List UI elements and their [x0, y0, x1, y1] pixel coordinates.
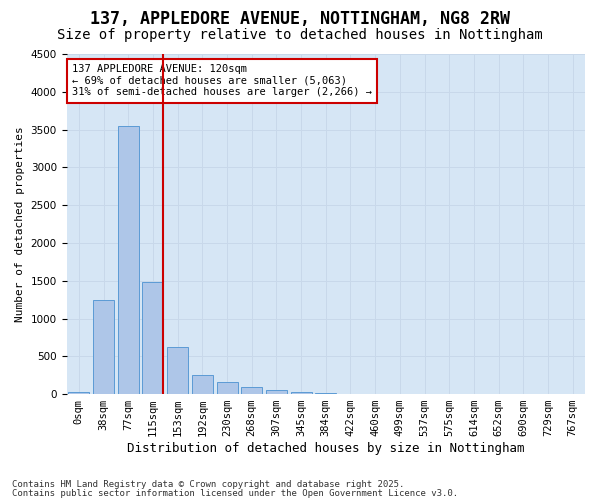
Text: 137 APPLEDORE AVENUE: 120sqm
← 69% of detached houses are smaller (5,063)
31% of: 137 APPLEDORE AVENUE: 120sqm ← 69% of de… [72, 64, 372, 98]
Bar [290, 392, 311, 394]
Bar [68, 392, 89, 394]
Bar [167, 347, 188, 394]
Bar [142, 282, 163, 394]
Bar [118, 126, 139, 394]
Bar [266, 390, 287, 394]
X-axis label: Distribution of detached houses by size in Nottingham: Distribution of detached houses by size … [127, 442, 524, 455]
Bar [315, 393, 336, 394]
Text: Size of property relative to detached houses in Nottingham: Size of property relative to detached ho… [57, 28, 543, 42]
Text: 137, APPLEDORE AVENUE, NOTTINGHAM, NG8 2RW: 137, APPLEDORE AVENUE, NOTTINGHAM, NG8 2… [90, 10, 510, 28]
Text: Contains public sector information licensed under the Open Government Licence v3: Contains public sector information licen… [12, 490, 458, 498]
Bar [93, 300, 114, 394]
Bar [241, 386, 262, 394]
Y-axis label: Number of detached properties: Number of detached properties [15, 126, 25, 322]
Bar [192, 375, 213, 394]
Bar [217, 382, 238, 394]
Text: Contains HM Land Registry data © Crown copyright and database right 2025.: Contains HM Land Registry data © Crown c… [12, 480, 404, 489]
